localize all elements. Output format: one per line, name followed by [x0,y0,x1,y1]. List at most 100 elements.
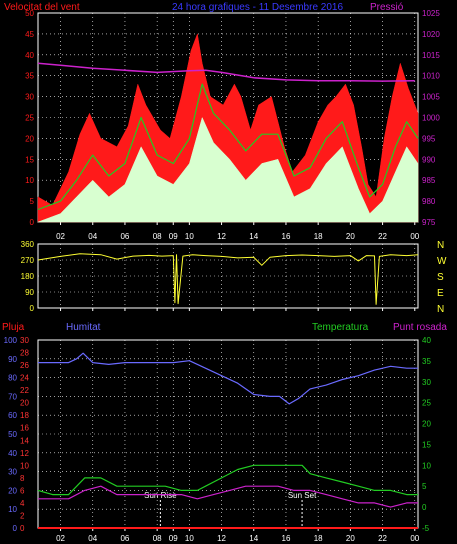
wind-y-tick-label: 5 [30,197,35,206]
temperature-y-tick-label: 15 [422,440,431,449]
rain-y-tick-label: 22 [20,386,29,395]
sun-rise-label: Sun Rise [144,491,177,500]
humidity-y-tick-label: 60 [8,411,17,420]
direction-y-tick-label: 360 [21,240,35,249]
pressure-y-tick-label: 1010 [422,72,440,81]
rain-title: Pluja [2,322,25,333]
wind-xtick-label: 14 [249,232,258,241]
wind-xtick-label: 04 [88,232,97,241]
wind-pressure-panel: 0510152025303540455097598098599099510001… [25,9,440,241]
wind-xtick-label: 22 [378,232,387,241]
wind-y-tick-label: 50 [25,9,34,18]
pressure-y-tick-label: 995 [422,134,436,143]
sun-set-label: Sun Set [288,491,317,500]
hum-xtick-label: 14 [249,534,258,543]
pressure-y-tick-label: 980 [422,197,436,206]
pressure-y-tick-label: 1005 [422,93,440,102]
rain-y-tick-label: 12 [20,449,29,458]
direction-line [37,253,419,305]
hum-xtick-label: 08 [153,534,162,543]
wind-xtick-label: 06 [120,232,129,241]
wind-y-tick-label: 20 [25,134,34,143]
rain-y-tick-label: 0 [20,524,25,533]
dewpoint-title: Punt rosada [393,322,447,333]
humidity-y-tick-label: 80 [8,374,17,383]
humidity-y-tick-label: 40 [8,449,17,458]
wind-xtick-label: 12 [217,232,226,241]
hum-xtick-label: 09 [169,534,178,543]
temperature-y-tick-label: 25 [422,399,431,408]
direction-letter-e: E [437,288,444,299]
direction-y-tick-label: 270 [21,256,35,265]
humidity-title: Humitat [66,322,101,333]
direction-letter-n2: N [437,304,444,315]
humidity-y-tick-label: 50 [8,430,17,439]
direction-letter-s: S [437,272,444,283]
wind-y-tick-label: 35 [25,72,34,81]
pressure-y-tick-label: 1000 [422,114,440,123]
wind-y-tick-label: 30 [25,93,34,102]
wind-xtick-label: 08 [153,232,162,241]
pressure-y-tick-label: 975 [422,218,436,227]
temperature-line [37,464,418,496]
temperature-y-tick-label: 5 [422,482,427,491]
humidity-y-tick-label: 20 [8,486,17,495]
temperature-title: Temperatura [312,322,369,333]
direction-y-tick-label: 0 [30,304,35,313]
pressure-y-tick-label: 1020 [422,30,440,39]
pressure-y-tick-label: 990 [422,155,436,164]
humidity-y-tick-label: 90 [8,355,17,364]
hum-xtick-label: 22 [378,534,387,543]
wind-xtick-label: 10 [185,232,194,241]
rain-y-tick-label: 30 [20,336,29,345]
humidity-y-tick-label: 70 [8,392,17,401]
rain-y-tick-label: 20 [20,399,29,408]
humidity-temperature-panel: 0102030405060708090100024681012141618202… [4,336,432,543]
hum-xtick-label: 02 [56,534,65,543]
hum-xtick-label: 00 [410,534,419,543]
rain-y-tick-label: 28 [20,349,29,358]
wind-xtick-label: 16 [282,232,291,241]
temperature-y-tick-label: 35 [422,357,431,366]
temperature-y-tick-label: 0 [422,503,427,512]
hum-xtick-label: 20 [346,534,355,543]
pressure-y-tick-label: 1015 [422,51,440,60]
rain-y-tick-label: 8 [20,474,25,483]
rain-y-tick-label: 2 [20,511,25,520]
wind-y-tick-label: 0 [30,218,35,227]
rain-y-tick-label: 24 [20,374,29,383]
humidity-line [38,352,418,405]
pressure-title: Pressió [370,2,404,13]
wind-y-tick-label: 25 [25,114,34,123]
wind-direction-panel: 0 90 180 270 360 [21,240,419,313]
temperature-y-tick-label: -5 [422,524,430,533]
direction-y-tick-label: 180 [21,272,35,281]
rain-y-tick-label: 14 [20,436,29,445]
temperature-y-tick-label: 30 [422,378,431,387]
wind-xtick-label: 20 [346,232,355,241]
wind-xtick-label: 00 [410,232,419,241]
humidity-y-tick-label: 100 [4,336,18,345]
humidity-y-tick-label: 10 [8,505,17,514]
rain-y-tick-label: 16 [20,424,29,433]
wind-y-tick-label: 45 [25,30,34,39]
direction-letter-w: W [437,256,447,267]
wind-min-area [37,116,419,223]
pressure-y-tick-label: 985 [422,176,436,185]
dewpoint-line [38,485,418,508]
wind-xtick-label: 09 [169,232,178,241]
temperature-y-tick-label: 20 [422,420,431,429]
hum-xtick-label: 10 [185,534,194,543]
wind-speed-title: Velocitat del vent [4,2,80,13]
wind-y-tick-label: 40 [25,51,34,60]
temperature-y-tick-label: 10 [422,461,431,470]
hum-xtick-label: 18 [314,534,323,543]
rain-y-tick-label: 4 [20,499,25,508]
rain-y-tick-label: 18 [20,411,29,420]
hum-xtick-label: 04 [88,534,97,543]
wind-y-tick-label: 15 [25,155,34,164]
rain-y-tick-label: 6 [20,486,25,495]
rain-y-tick-label: 26 [20,361,29,370]
wind-xtick-label: 18 [314,232,323,241]
